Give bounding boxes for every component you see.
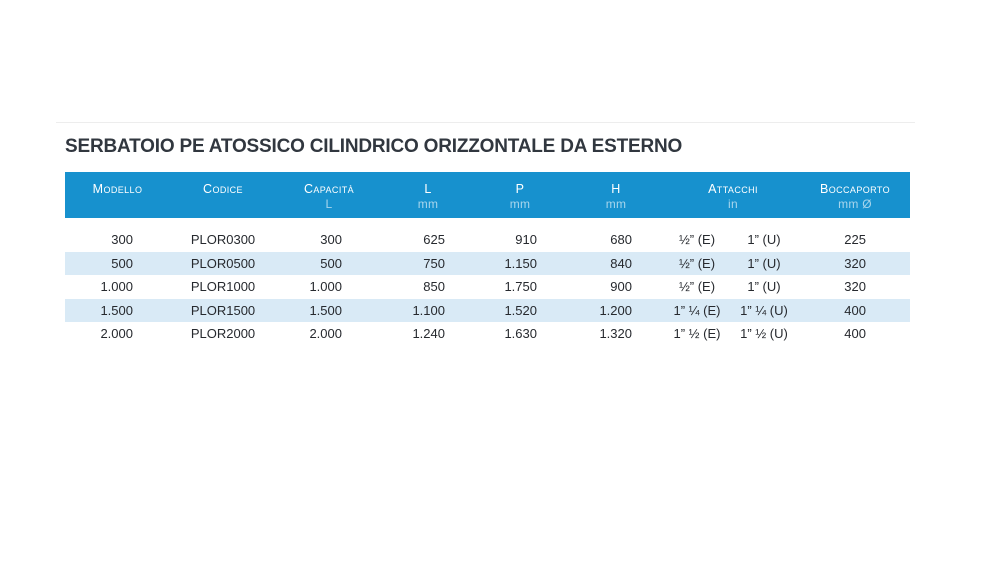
header-label: L xyxy=(424,181,432,196)
header-label: Attacchi xyxy=(708,181,758,196)
cell-h: 840 xyxy=(610,255,632,271)
cell-attacchi-u: 1” (U) xyxy=(747,279,781,294)
cell-h: 680 xyxy=(610,232,632,247)
cell-attacchi-u: 1” (U) xyxy=(747,232,781,247)
cell-p: 1.150 xyxy=(504,255,537,271)
header-sublabel: mm xyxy=(509,196,531,211)
cell-modello: 1.000 xyxy=(100,279,133,294)
table-row: 1.500 PLOR1500 1.500 1.100 1.520 1.200 1… xyxy=(65,298,910,322)
page-title: SERBATOIO PE ATOSSICO CILINDRICO ORIZZON… xyxy=(65,136,683,157)
cell-h: 1.200 xyxy=(599,302,632,318)
cell-p: 910 xyxy=(515,232,537,247)
cell-codice: PLOR1000 xyxy=(190,279,256,294)
cell-boccaporto: 320 xyxy=(844,255,866,271)
cell-p: 1.520 xyxy=(504,302,537,318)
table-header: Modello Codice Capacità L L mm P mm H mm… xyxy=(65,172,910,218)
header-sublabel: mm xyxy=(417,196,439,211)
header-label: Modello xyxy=(92,181,143,196)
cell-capacita: 500 xyxy=(320,255,342,271)
cell-boccaporto: 400 xyxy=(844,326,866,341)
table-row: 2.000 PLOR2000 2.000 1.240 1.630 1.320 1… xyxy=(65,322,910,346)
cell-attacchi-u: 1” ¼ (U) xyxy=(740,302,788,318)
header-sublabel: mm xyxy=(605,196,627,211)
header-label: Boccaporto xyxy=(819,181,890,196)
table-row: 300 PLOR0300 300 625 910 680 ½” (E) 1” (… xyxy=(65,228,910,252)
cell-capacita: 1.000 xyxy=(309,279,342,294)
cell-codice: PLOR0300 xyxy=(190,232,256,247)
cell-codice: PLOR0500 xyxy=(190,255,256,271)
separator-line xyxy=(56,122,915,123)
cell-l: 850 xyxy=(423,279,445,294)
table-body: 300 PLOR0300 300 625 910 680 ½” (E) 1” (… xyxy=(65,228,910,346)
cell-p: 1.630 xyxy=(504,326,537,341)
header-sublabel: mm Ø xyxy=(838,196,872,211)
header-label: P xyxy=(515,181,525,196)
cell-attacchi-u: 1” (U) xyxy=(747,255,781,271)
header-label: Capacità xyxy=(303,181,355,196)
col-header-l: L mm xyxy=(382,172,474,218)
cell-attacchi-e: ½” (E) xyxy=(678,279,716,294)
header-sublabel: L xyxy=(325,196,333,211)
cell-attacchi-e: 1” ½ (E) xyxy=(673,326,721,341)
cell-boccaporto: 320 xyxy=(844,279,866,294)
cell-l: 750 xyxy=(423,255,445,271)
cell-attacchi-e: ½” (E) xyxy=(678,255,716,271)
cell-boccaporto: 400 xyxy=(844,302,866,318)
table-row: 500 PLOR0500 500 750 1.150 840 ½” (E) 1”… xyxy=(65,251,910,275)
col-header-codice: Codice xyxy=(170,172,276,218)
col-header-p: P mm xyxy=(474,172,566,218)
col-header-boccaporto: Boccaporto mm Ø xyxy=(800,172,910,218)
spec-table: Modello Codice Capacità L L mm P mm H mm… xyxy=(65,172,910,346)
col-header-modello: Modello xyxy=(65,172,170,218)
col-header-capacita: Capacità L xyxy=(276,172,382,218)
cell-attacchi-e: 1” ¼ (E) xyxy=(673,302,721,318)
cell-h: 1.320 xyxy=(599,326,632,341)
cell-l: 1.100 xyxy=(412,302,445,318)
cell-modello: 1.500 xyxy=(100,302,133,318)
cell-capacita: 300 xyxy=(320,232,342,247)
cell-attacchi-u: 1” ½ (U) xyxy=(740,326,788,341)
header-label: Codice xyxy=(203,181,243,196)
table-row: 1.000 PLOR1000 1.000 850 1.750 900 ½” (E… xyxy=(65,275,910,299)
cell-attacchi-e: ½” (E) xyxy=(678,232,716,247)
cell-modello: 500 xyxy=(111,255,133,271)
cell-codice: PLOR1500 xyxy=(190,302,256,318)
cell-modello: 2.000 xyxy=(100,326,133,341)
header-sublabel: in xyxy=(728,196,738,211)
cell-capacita: 1.500 xyxy=(309,302,342,318)
col-header-attacchi: Attacchi in xyxy=(666,172,800,218)
cell-p: 1.750 xyxy=(504,279,537,294)
cell-codice: PLOR2000 xyxy=(190,326,256,341)
cell-modello: 300 xyxy=(111,232,133,247)
cell-l: 1.240 xyxy=(412,326,445,341)
header-label: H xyxy=(611,181,621,196)
col-header-h: H mm xyxy=(566,172,666,218)
cell-l: 625 xyxy=(423,232,445,247)
cell-capacita: 2.000 xyxy=(309,326,342,341)
cell-h: 900 xyxy=(610,279,632,294)
cell-boccaporto: 225 xyxy=(844,232,866,247)
